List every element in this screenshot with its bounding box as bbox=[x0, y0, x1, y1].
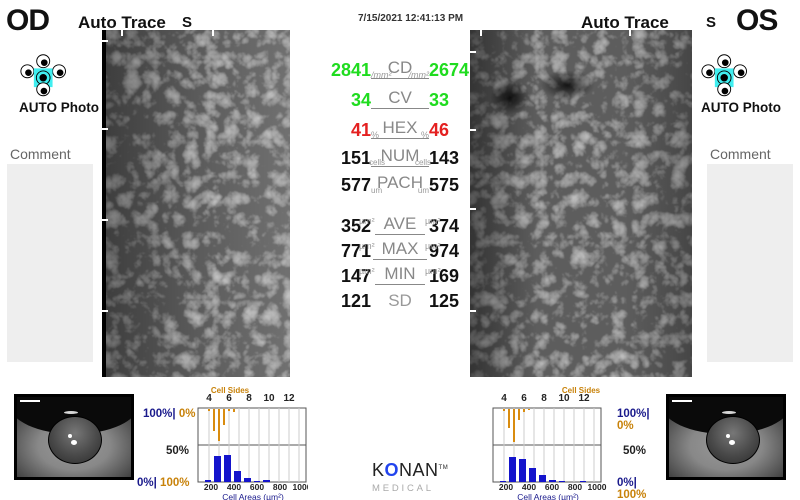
svg-text:12: 12 bbox=[283, 393, 295, 404]
svg-text:1000: 1000 bbox=[588, 482, 607, 492]
svg-text:800: 800 bbox=[273, 482, 287, 492]
svg-text:10: 10 bbox=[263, 393, 275, 404]
svg-text:8: 8 bbox=[541, 393, 547, 404]
svg-text:200: 200 bbox=[204, 482, 218, 492]
svg-text:6: 6 bbox=[521, 393, 527, 404]
svg-text:200: 200 bbox=[499, 482, 513, 492]
svg-text:6: 6 bbox=[226, 393, 232, 404]
svg-text:10: 10 bbox=[558, 393, 570, 404]
svg-text:12: 12 bbox=[578, 393, 590, 404]
svg-text:4: 4 bbox=[206, 393, 212, 404]
svg-text:600: 600 bbox=[250, 482, 264, 492]
svg-text:Cell Areas (µm²): Cell Areas (µm²) bbox=[517, 492, 579, 500]
svg-text:400: 400 bbox=[227, 482, 241, 492]
svg-text:400: 400 bbox=[522, 482, 536, 492]
svg-text:4: 4 bbox=[501, 393, 507, 404]
svg-text:8: 8 bbox=[246, 393, 252, 404]
svg-text:600: 600 bbox=[545, 482, 559, 492]
svg-text:800: 800 bbox=[568, 482, 582, 492]
svg-text:1000: 1000 bbox=[293, 482, 308, 492]
svg-text:Cell Areas (µm²): Cell Areas (µm²) bbox=[222, 492, 284, 500]
